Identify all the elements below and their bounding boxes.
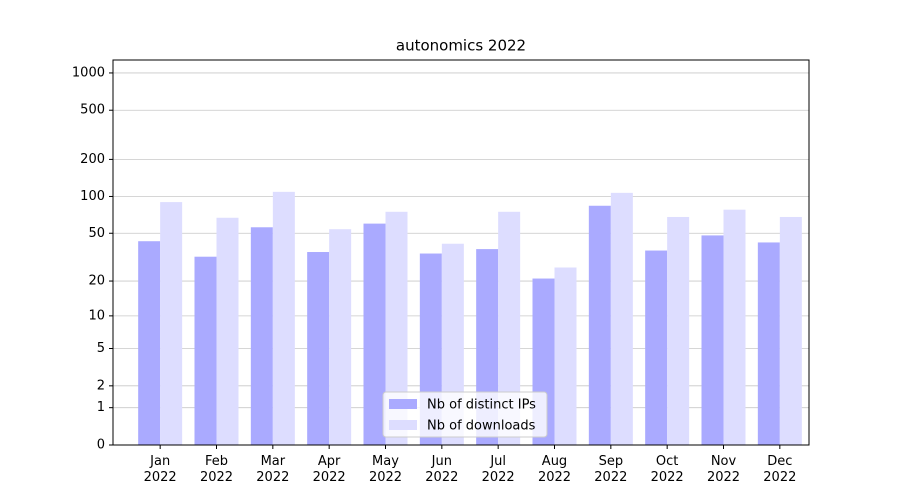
x-tick-label: Jan 2022	[144, 454, 177, 485]
x-tick-label: Mar 2022	[256, 454, 289, 485]
bar	[610, 192, 633, 445]
y-tick-label: 1	[97, 400, 105, 415]
bar	[554, 267, 577, 445]
bar	[272, 191, 295, 445]
x-tick-label: Feb 2022	[200, 454, 233, 485]
x-tick-label: Jul 2022	[482, 454, 515, 485]
x-tick-label: Oct 2022	[651, 454, 684, 485]
y-tick-label: 0	[97, 438, 105, 453]
x-tick-label: Dec 2022	[763, 454, 796, 485]
y-tick-label: 1000	[72, 65, 105, 80]
bar	[645, 250, 668, 445]
y-tick-label: 20	[88, 274, 105, 289]
bar	[216, 217, 239, 445]
legend-swatch	[389, 399, 417, 409]
y-tick-label: 2	[97, 378, 105, 393]
bar	[667, 216, 690, 445]
legend: Nb of distinct IPs Nb of downloads	[382, 391, 548, 438]
legend-box	[382, 391, 548, 438]
bar	[385, 211, 408, 445]
bar	[779, 216, 802, 445]
bar	[498, 211, 521, 445]
x-tick-label: May 2022	[369, 454, 402, 485]
bar	[250, 227, 273, 445]
bar	[329, 229, 352, 445]
bar	[363, 223, 386, 445]
bar	[160, 202, 183, 445]
bar	[701, 235, 724, 445]
plot-frame	[112, 59, 810, 446]
legend-label: Nb of downloads	[427, 419, 536, 434]
legend-swatch	[389, 420, 417, 430]
bar	[138, 241, 161, 445]
y-tick-label: 500	[80, 103, 105, 118]
x-tick-label: Nov 2022	[707, 454, 740, 485]
y-tick-label: 50	[88, 226, 105, 241]
bar	[757, 242, 780, 445]
y-tick-label: 100	[80, 189, 105, 204]
bar	[588, 205, 611, 445]
bar	[723, 209, 746, 445]
legend-label: Nb of distinct IPs	[427, 398, 536, 413]
x-tick-label: Jun 2022	[425, 454, 458, 485]
x-tick-label: Sep 2022	[594, 454, 627, 485]
y-tick-label: 200	[80, 152, 105, 167]
bar	[194, 256, 217, 445]
x-tick-label: Aug 2022	[538, 454, 571, 485]
bar	[307, 252, 330, 445]
x-tick-label: Apr 2022	[313, 454, 346, 485]
y-tick-label: 10	[88, 308, 105, 323]
chart-title: autonomics 2022	[396, 37, 526, 55]
y-tick-label: 5	[97, 341, 105, 356]
